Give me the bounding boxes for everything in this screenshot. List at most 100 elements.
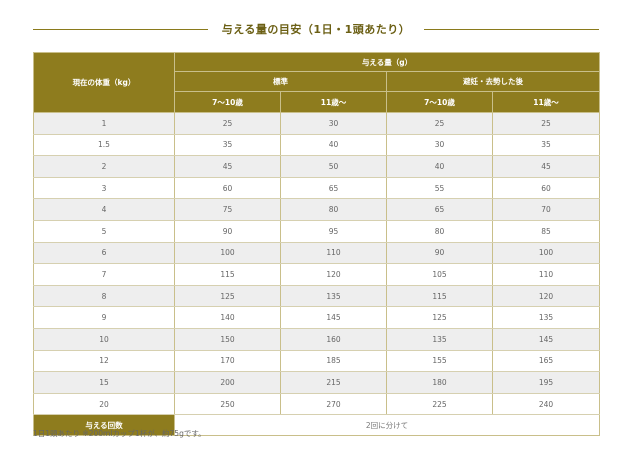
table-cell-weight: 12 xyxy=(33,350,175,373)
weight-column-header: 現在の体重（kg） xyxy=(33,52,175,113)
table-row: 3 60 65 55 60 xyxy=(33,177,601,200)
table-cell-standard-7-10: 75 xyxy=(174,198,281,221)
standard-age-11-header: 11歳〜 xyxy=(280,91,387,113)
table-cell-neutered-7-10: 40 xyxy=(386,155,493,178)
table-cell-weight: 3 xyxy=(33,177,175,200)
table-row: 2 45 50 40 45 xyxy=(33,155,601,178)
table-cell-standard-7-10: 60 xyxy=(174,177,281,200)
table-cell-neutered-7-10: 55 xyxy=(386,177,493,200)
table-cell-standard-11: 270 xyxy=(280,393,387,416)
table-cell-standard-7-10: 150 xyxy=(174,328,281,351)
table-cell-weight: 1.5 xyxy=(33,134,175,157)
table-cell-weight: 4 xyxy=(33,198,175,221)
table-cell-neutered-11: 45 xyxy=(491,155,601,178)
table-row: 1 25 30 25 25 xyxy=(33,112,601,135)
table-row: 4 75 80 65 70 xyxy=(33,198,601,221)
table-cell-weight: 7 xyxy=(33,263,175,286)
table-cell-neutered-7-10: 25 xyxy=(386,112,493,135)
table-cell-standard-7-10: 250 xyxy=(174,393,281,416)
feeding-amount-table: 現在の体重（kg） 与える量（g） 標準 避妊・去勢した後 7〜10歳 11歳〜… xyxy=(33,52,601,437)
title-divider-left xyxy=(33,28,208,30)
table-row: 7 115 120 105 110 xyxy=(33,263,601,286)
table-cell-neutered-11: 145 xyxy=(491,328,601,351)
table-cell-weight: 6 xyxy=(33,242,175,265)
table-cell-standard-7-10: 170 xyxy=(174,350,281,373)
table-cell-neutered-7-10: 30 xyxy=(386,134,493,157)
table-cell-standard-11: 50 xyxy=(280,155,387,178)
table-cell-neutered-11: 120 xyxy=(491,285,601,308)
table-cell-standard-11: 160 xyxy=(280,328,387,351)
table-cell-neutered-11: 165 xyxy=(491,350,601,373)
table-cell-neutered-7-10: 105 xyxy=(386,263,493,286)
table-cell-standard-11: 145 xyxy=(280,306,387,329)
table-cell-neutered-11: 35 xyxy=(491,134,601,157)
table-cell-neutered-7-10: 125 xyxy=(386,306,493,329)
table-cell-standard-11: 120 xyxy=(280,263,387,286)
table-cell-neutered-11: 25 xyxy=(491,112,601,135)
table-cell-weight: 20 xyxy=(33,393,175,416)
table-cell-standard-11: 185 xyxy=(280,350,387,373)
table-cell-standard-7-10: 35 xyxy=(174,134,281,157)
table-cell-weight: 9 xyxy=(33,306,175,329)
table-cell-standard-7-10: 115 xyxy=(174,263,281,286)
table-row: 20 250 270 225 240 xyxy=(33,393,601,416)
table-cell-standard-11: 110 xyxy=(280,242,387,265)
table-cell-weight: 2 xyxy=(33,155,175,178)
table-row: 1.5 35 40 30 35 xyxy=(33,134,601,157)
neutered-group-header: 避妊・去勢した後 xyxy=(385,71,601,92)
table-cell-weight: 8 xyxy=(33,285,175,308)
table-row: 5 90 95 80 85 xyxy=(33,220,601,243)
table-cell-neutered-7-10: 90 xyxy=(386,242,493,265)
table-cell-standard-7-10: 125 xyxy=(174,285,281,308)
footnote: 1日1頭あたり ※200mlカップ1杯が、約75gです。 xyxy=(33,429,206,438)
frequency-value: 2回に分けて xyxy=(173,414,601,437)
frequency-label: 与える回数 xyxy=(33,414,175,437)
table-row: 12 170 185 155 165 xyxy=(33,350,601,373)
table-cell-neutered-7-10: 65 xyxy=(386,198,493,221)
title-divider-right xyxy=(424,28,600,30)
table-row: 10 150 160 135 145 xyxy=(33,328,601,351)
table-row: 15 200 215 180 195 xyxy=(33,371,601,394)
table-cell-standard-7-10: 90 xyxy=(174,220,281,243)
table-cell-neutered-11: 240 xyxy=(491,393,601,416)
table-cell-standard-11: 215 xyxy=(280,371,387,394)
table-cell-standard-11: 30 xyxy=(280,112,387,135)
table-cell-neutered-11: 70 xyxy=(491,198,601,221)
table-cell-neutered-7-10: 225 xyxy=(386,393,493,416)
table-cell-standard-11: 65 xyxy=(280,177,387,200)
table-cell-standard-7-10: 100 xyxy=(174,242,281,265)
table-cell-standard-11: 135 xyxy=(280,285,387,308)
title-row: 与える量の目安（1日・1頭あたり） xyxy=(33,18,600,40)
table-cell-standard-7-10: 25 xyxy=(174,112,281,135)
table-cell-standard-11: 40 xyxy=(280,134,387,157)
table-body: 1 25 30 25 25 1.5 35 40 30 35 2 45 50 40 45 3 60 65 55 60 4 7… xyxy=(33,112,601,416)
table-cell-weight: 1 xyxy=(33,112,175,135)
table-cell-neutered-11: 60 xyxy=(491,177,601,200)
table-cell-neutered-11: 85 xyxy=(491,220,601,243)
table-cell-standard-11: 95 xyxy=(280,220,387,243)
table-row: 8 125 135 115 120 xyxy=(33,285,601,308)
table-cell-neutered-7-10: 155 xyxy=(386,350,493,373)
table-row: 6 100 110 90 100 xyxy=(33,242,601,265)
standard-group-header: 標準 xyxy=(174,71,387,92)
table-cell-weight: 10 xyxy=(33,328,175,351)
table-cell-neutered-11: 110 xyxy=(491,263,601,286)
table-cell-standard-7-10: 200 xyxy=(174,371,281,394)
page-title: 与える量の目安（1日・1頭あたり） xyxy=(221,23,411,36)
table-cell-neutered-7-10: 180 xyxy=(386,371,493,394)
table-cell-neutered-11: 135 xyxy=(491,306,601,329)
neutered-age-11-header: 11歳〜 xyxy=(491,91,601,113)
neutered-age-7-10-header: 7〜10歳 xyxy=(386,91,493,113)
table-cell-weight: 15 xyxy=(33,371,175,394)
table-row: 9 140 145 125 135 xyxy=(33,306,601,329)
table-cell-neutered-11: 100 xyxy=(491,242,601,265)
table-cell-neutered-11: 195 xyxy=(491,371,601,394)
table-cell-weight: 5 xyxy=(33,220,175,243)
table-cell-neutered-7-10: 80 xyxy=(386,220,493,243)
standard-age-7-10-header: 7〜10歳 xyxy=(174,91,281,113)
amount-column-header: 与える量（g） xyxy=(173,52,601,72)
table-cell-standard-7-10: 140 xyxy=(174,306,281,329)
table-cell-neutered-7-10: 135 xyxy=(386,328,493,351)
table-cell-neutered-7-10: 115 xyxy=(386,285,493,308)
table-cell-standard-11: 80 xyxy=(280,198,387,221)
